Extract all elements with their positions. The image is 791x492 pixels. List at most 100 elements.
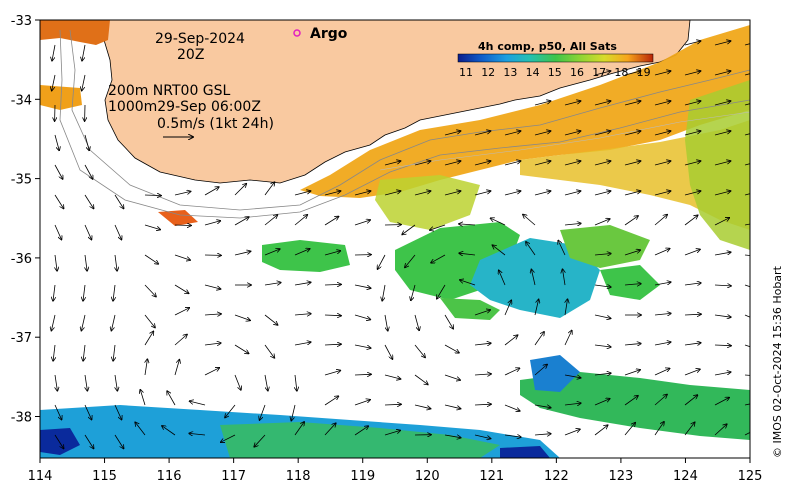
current-vector bbox=[558, 241, 566, 256]
x-tick-label: 114 bbox=[28, 469, 53, 484]
colorbar-tick-label: 16 bbox=[570, 66, 584, 79]
current-vector bbox=[114, 434, 124, 449]
current-vector bbox=[437, 284, 446, 299]
current-vector bbox=[174, 254, 190, 260]
current-vector bbox=[714, 71, 731, 76]
current-vector bbox=[82, 44, 86, 61]
colorbar-tick-label: 12 bbox=[481, 66, 495, 79]
current-vector bbox=[84, 224, 92, 240]
current-vector bbox=[83, 344, 85, 361]
current-vector bbox=[144, 314, 155, 328]
x-tick-label: 115 bbox=[92, 469, 117, 484]
colorbar-tick-label: 15 bbox=[548, 66, 562, 79]
current-vector bbox=[714, 101, 731, 106]
current-vector bbox=[430, 224, 446, 230]
current-vector bbox=[654, 131, 671, 136]
current-vector bbox=[714, 131, 731, 136]
current-vector bbox=[384, 374, 401, 379]
sst-warm-band bbox=[300, 25, 750, 198]
current-vector bbox=[295, 374, 297, 391]
current-vector bbox=[85, 254, 87, 271]
colorbar-tick-label: 13 bbox=[503, 66, 517, 79]
current-vector bbox=[654, 395, 667, 406]
current-vector bbox=[414, 404, 431, 409]
current-vector bbox=[324, 396, 338, 406]
current-vector bbox=[534, 101, 551, 106]
current-vector bbox=[84, 404, 92, 420]
current-vector bbox=[594, 219, 610, 226]
current-vector bbox=[684, 41, 701, 46]
sst-green-upper bbox=[375, 175, 480, 230]
current-vector bbox=[324, 217, 339, 226]
argo-marker bbox=[293, 29, 301, 37]
current-vector bbox=[714, 372, 731, 376]
current-vector bbox=[384, 191, 401, 196]
x-tick-label: 124 bbox=[673, 469, 698, 484]
current-vector bbox=[354, 191, 371, 196]
current-vector bbox=[474, 310, 490, 316]
current-vector bbox=[684, 369, 700, 376]
current-vector bbox=[624, 216, 638, 226]
current-vector bbox=[684, 191, 701, 196]
current-vector bbox=[414, 344, 425, 357]
x-axis: 114 115 116 117 118 119 120 121 122 123 124 125 bbox=[28, 458, 762, 484]
current-vector bbox=[565, 299, 568, 316]
current-vector bbox=[378, 254, 386, 269]
current-vector bbox=[474, 404, 491, 405]
current-vector bbox=[84, 134, 89, 150]
current-vector bbox=[54, 194, 64, 209]
current-vector bbox=[324, 284, 341, 285]
current-vector bbox=[294, 282, 311, 286]
current-vector bbox=[744, 163, 750, 166]
current-vector bbox=[504, 404, 520, 411]
current-vector bbox=[144, 284, 156, 297]
current-vector bbox=[744, 133, 750, 136]
current-vector bbox=[534, 161, 551, 166]
current-vector bbox=[354, 314, 370, 320]
y-tick-label: -38 bbox=[11, 411, 32, 426]
current-vector bbox=[459, 253, 476, 255]
current-vector bbox=[115, 374, 117, 391]
current-vector bbox=[54, 134, 59, 150]
current-vector bbox=[684, 71, 701, 76]
current-vector bbox=[564, 374, 581, 378]
x-tick-label: 116 bbox=[157, 469, 182, 484]
current-vector bbox=[684, 161, 701, 166]
current-vector bbox=[714, 345, 731, 346]
current-vector bbox=[564, 223, 581, 225]
current-vector bbox=[384, 404, 401, 405]
current-vector bbox=[564, 403, 581, 405]
current-vector bbox=[54, 434, 64, 449]
current-vector bbox=[431, 254, 446, 263]
current-vector bbox=[654, 342, 671, 346]
current-vector bbox=[444, 434, 461, 438]
current-vector bbox=[234, 374, 241, 390]
colorbar-gradient bbox=[457, 53, 654, 63]
current-vector bbox=[504, 335, 518, 346]
x-tick-label: 119 bbox=[350, 469, 375, 484]
current-vector bbox=[534, 434, 551, 435]
current-vector bbox=[54, 224, 62, 240]
current-vector bbox=[52, 74, 56, 91]
current-vector bbox=[499, 270, 506, 286]
current-vector bbox=[534, 404, 551, 408]
current-vector bbox=[564, 191, 581, 196]
current-vector bbox=[294, 422, 304, 436]
current-vector bbox=[291, 404, 296, 421]
current-vector bbox=[162, 426, 176, 436]
current-vector bbox=[384, 314, 388, 331]
current-vector bbox=[564, 429, 580, 436]
current-vector bbox=[55, 254, 57, 271]
current-vector bbox=[504, 435, 521, 437]
current-vector bbox=[294, 191, 311, 196]
current-vector bbox=[744, 223, 750, 226]
current-vector bbox=[534, 131, 551, 136]
current-vector bbox=[234, 344, 249, 354]
current-vector bbox=[234, 314, 250, 320]
current-vector bbox=[594, 345, 611, 347]
current-vector bbox=[174, 308, 189, 316]
current-vector bbox=[564, 101, 581, 106]
current-vector bbox=[84, 164, 93, 179]
current-vector bbox=[624, 284, 641, 285]
current-vector bbox=[324, 423, 336, 436]
